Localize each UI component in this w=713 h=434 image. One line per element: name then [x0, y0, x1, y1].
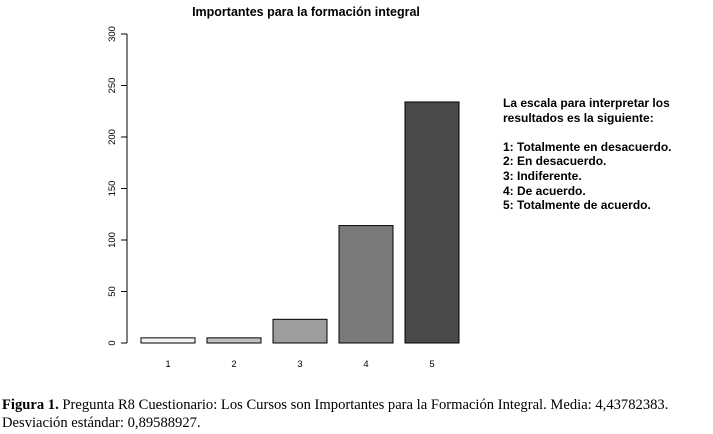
- y-tick-label: 300: [107, 26, 118, 42]
- x-tick-label: 4: [363, 359, 368, 370]
- y-tick-label: 50: [107, 286, 118, 297]
- bar-5: [404, 101, 460, 344]
- legend-item-3: 3: Indiferente.: [503, 168, 582, 183]
- scale-legend: La escala para interpretar los resultado…: [503, 96, 713, 213]
- figure-caption: Figura 1. Pregunta R8 Cuestionario: Los …: [2, 396, 713, 432]
- chart-title: Importantes para la formación integral: [192, 5, 420, 19]
- bar-1: [140, 337, 196, 344]
- legend-intro: La escala para interpretar los resultado…: [503, 96, 670, 125]
- bar-3: [272, 318, 328, 344]
- caption-label: Figura 1.: [2, 397, 59, 413]
- x-tick-label: 3: [297, 359, 302, 370]
- x-tick-labels: 1 2 3 4 5: [165, 359, 434, 370]
- legend-item-1: 1: Totalmente en desacuerdo.: [503, 139, 672, 154]
- legend-item-2: 2: En desacuerdo.: [503, 154, 607, 169]
- x-tick-label: 2: [231, 359, 236, 370]
- bars: [140, 101, 460, 344]
- legend-item-5: 5: Totalmente de acuerdo.: [503, 198, 651, 213]
- y-axis: 0 50 100 150 200 250 300: [107, 26, 128, 346]
- y-tick-label: 250: [107, 78, 118, 94]
- y-tick-label: 0: [107, 340, 118, 345]
- x-tick-label: 5: [429, 359, 434, 370]
- caption-text: Pregunta R8 Cuestionario: Los Cursos son…: [2, 397, 669, 431]
- bar-chart: Importantes para la formación integral 0…: [107, 5, 460, 370]
- bar-2: [206, 337, 262, 344]
- x-tick-label: 1: [165, 359, 170, 370]
- y-tick-label: 100: [107, 232, 118, 248]
- y-tick-label: 150: [107, 181, 118, 197]
- y-tick-label: 200: [107, 129, 118, 145]
- legend-item-4: 4: De acuerdo.: [503, 183, 586, 198]
- bar-4: [338, 225, 394, 344]
